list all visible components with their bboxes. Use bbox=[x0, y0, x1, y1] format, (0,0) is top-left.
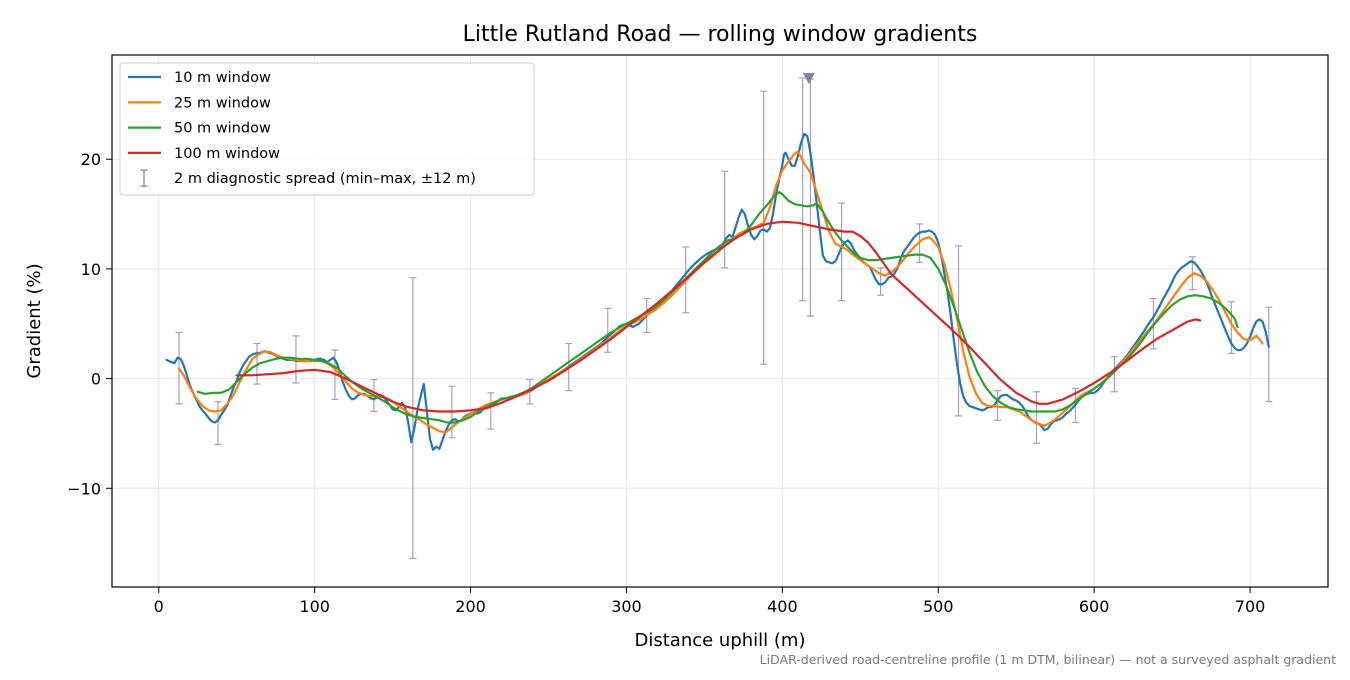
legend-entry: 10 m window bbox=[128, 70, 271, 86]
series-layer bbox=[165, 132, 1270, 451]
y-axis-label: Gradient (%) bbox=[24, 263, 45, 378]
peak-marker bbox=[802, 73, 815, 85]
legend-entries: 10 m window 25 m window 50 m window 100 m w… bbox=[128, 70, 476, 187]
legend: 10 m window 25 m window 50 m window 100 m w… bbox=[119, 62, 535, 196]
y-axis-ticks: −10 0 10 20 bbox=[67, 150, 112, 498]
x-tick-label: 500 bbox=[923, 597, 954, 616]
legend-label: 50 m window bbox=[174, 121, 271, 137]
legend-box bbox=[119, 62, 535, 196]
legend-entry: 2 m diagnostic spread (min–max, ±12 m) bbox=[140, 169, 476, 187]
legend-entry: 50 m window bbox=[128, 121, 271, 137]
errorbar bbox=[1110, 356, 1118, 393]
errorbar bbox=[760, 90, 768, 365]
errorbar bbox=[1265, 306, 1273, 403]
errorbar bbox=[604, 307, 612, 353]
series-line-100-m-window bbox=[235, 220, 1202, 413]
marker-layer bbox=[802, 73, 815, 85]
legend-entry: 25 m window bbox=[128, 95, 271, 111]
errorbar bbox=[877, 267, 885, 296]
legend-label: 10 m window bbox=[174, 70, 271, 86]
x-tick-label: 300 bbox=[611, 597, 642, 616]
footnote: LiDAR-derived road-centreline profile (1… bbox=[760, 652, 1336, 667]
y-tick-label: −10 bbox=[67, 479, 101, 498]
chart-title: Little Rutland Road — rolling window gra… bbox=[463, 22, 978, 47]
x-tick-label: 700 bbox=[1235, 597, 1266, 616]
y-tick-label: 0 bbox=[91, 370, 101, 389]
x-axis-ticks: 0 100 200 300 400 500 600 700 bbox=[154, 587, 1266, 616]
errorbar bbox=[806, 78, 814, 317]
series-line-50-m-window bbox=[196, 191, 1239, 424]
x-tick-label: 100 bbox=[299, 597, 330, 616]
legend-label: 100 m window bbox=[174, 146, 280, 162]
legend-label: 25 m window bbox=[174, 95, 271, 111]
y-tick-label: 20 bbox=[81, 150, 101, 169]
errorbar bbox=[1032, 391, 1040, 444]
errorbar bbox=[721, 170, 729, 269]
x-tick-label: 0 bbox=[154, 597, 164, 616]
errorbar bbox=[838, 202, 846, 302]
legend-label: 2 m diagnostic spread (min–max, ±12 m) bbox=[174, 171, 476, 187]
y-tick-label: 10 bbox=[81, 260, 101, 279]
errorbar bbox=[799, 77, 807, 302]
plot-frame bbox=[111, 54, 1329, 588]
x-tick-label: 600 bbox=[1079, 597, 1110, 616]
x-tick-label: 200 bbox=[455, 597, 486, 616]
x-axis-label: Distance uphill (m) bbox=[635, 630, 806, 651]
errorbar bbox=[409, 277, 417, 560]
errorbar bbox=[214, 401, 222, 446]
legend-entry: 100 m window bbox=[128, 146, 280, 162]
series-line-10-m-window bbox=[165, 132, 1270, 451]
errorbar bbox=[487, 392, 495, 430]
x-tick-label: 400 bbox=[767, 597, 798, 616]
